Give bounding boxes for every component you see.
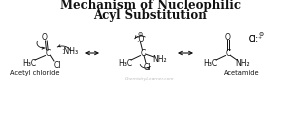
Text: :O: :O xyxy=(136,35,144,43)
Text: C: C xyxy=(225,48,231,58)
Text: Mechanism of Nucleophilic: Mechanism of Nucleophilic xyxy=(59,0,241,13)
Text: C: C xyxy=(140,48,146,58)
Text: O: O xyxy=(225,33,231,41)
Text: Acetamide: Acetamide xyxy=(224,70,260,76)
Text: NH₂: NH₂ xyxy=(236,58,250,68)
Text: Acetyl chloride: Acetyl chloride xyxy=(10,70,60,76)
Text: ⊖: ⊖ xyxy=(258,31,264,36)
Text: Acyl Substitution: Acyl Substitution xyxy=(93,9,207,21)
Text: H₃C: H₃C xyxy=(118,58,132,68)
Text: Cl:⁺: Cl:⁺ xyxy=(249,36,263,45)
Text: ⊖: ⊖ xyxy=(137,31,142,36)
Text: H₃C: H₃C xyxy=(203,58,217,68)
Text: Cl:: Cl: xyxy=(249,36,259,45)
Text: O: O xyxy=(42,33,48,43)
Text: H₃C: H₃C xyxy=(22,58,36,68)
Text: ChemistryLearner.com: ChemistryLearner.com xyxy=(125,77,175,81)
Text: :NH₃: :NH₃ xyxy=(61,46,79,55)
Text: Cl: Cl xyxy=(143,63,151,72)
Text: NH₂: NH₂ xyxy=(153,55,167,63)
Text: Cl: Cl xyxy=(53,60,61,70)
Text: C: C xyxy=(45,48,51,58)
